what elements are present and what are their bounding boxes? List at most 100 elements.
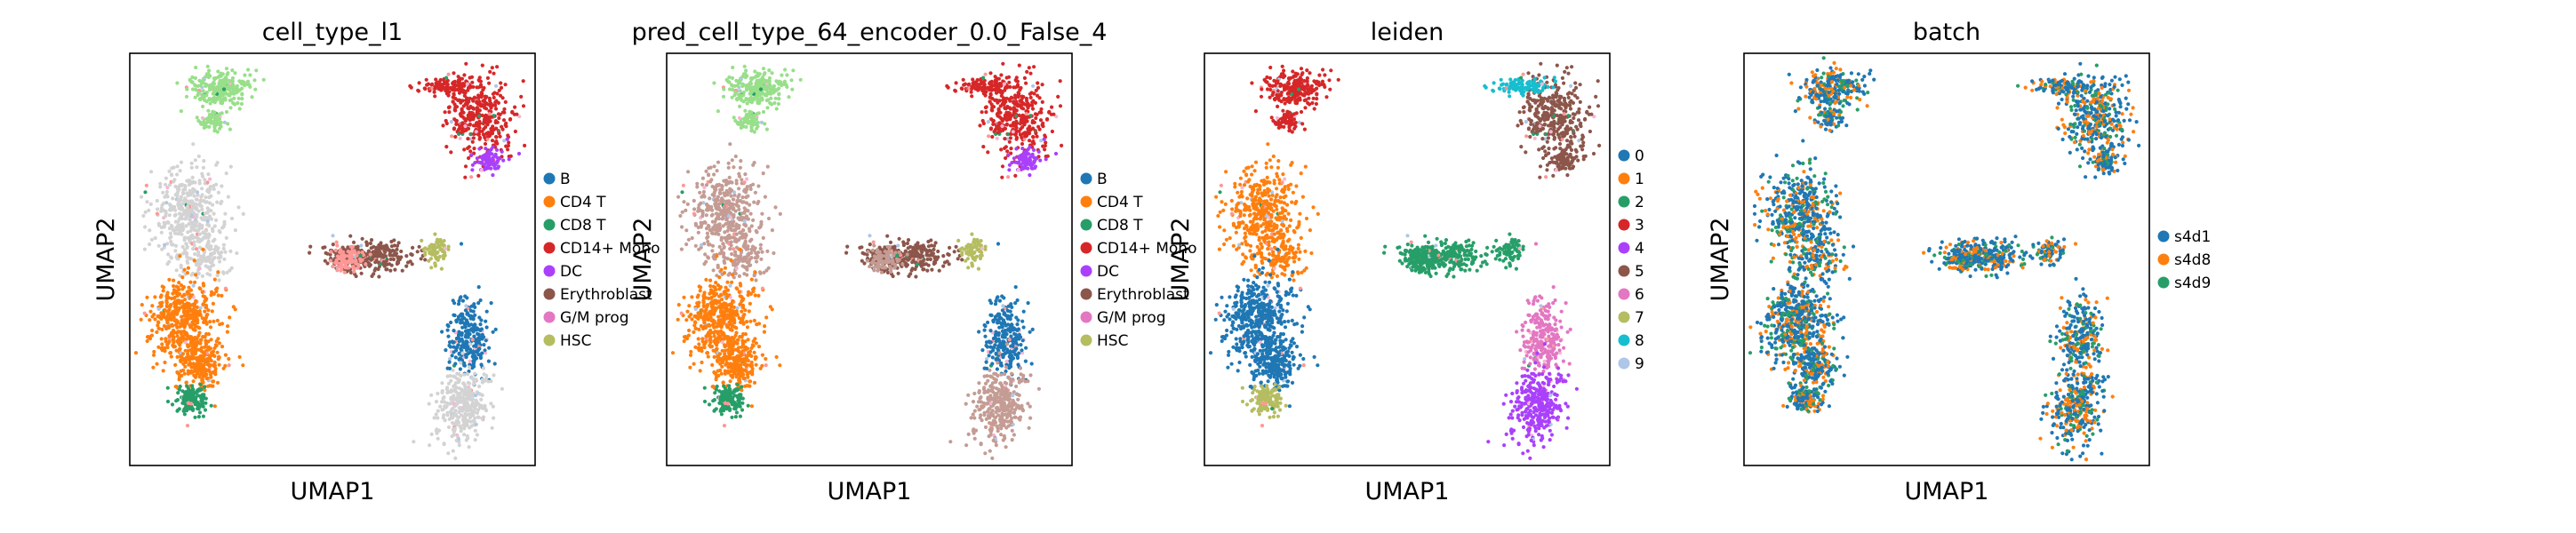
data-point xyxy=(739,253,743,258)
data-point xyxy=(188,347,194,352)
data-point xyxy=(192,194,196,198)
data-point xyxy=(465,394,469,398)
data-point xyxy=(496,164,501,169)
data-point xyxy=(358,253,363,258)
data-point xyxy=(177,202,181,206)
data-point xyxy=(746,86,750,91)
data-point xyxy=(491,404,495,409)
data-point xyxy=(188,398,193,402)
data-point xyxy=(471,106,476,110)
data-point xyxy=(150,314,155,319)
data-point xyxy=(715,224,719,228)
data-point xyxy=(682,338,686,344)
data-point xyxy=(427,402,431,406)
data-point xyxy=(464,386,468,390)
data-point xyxy=(411,245,415,250)
data-point xyxy=(180,352,186,356)
data-point xyxy=(226,122,230,126)
data-point xyxy=(436,82,441,86)
data-point xyxy=(188,323,193,328)
data-point xyxy=(712,81,716,85)
data-point xyxy=(233,102,237,107)
data-point xyxy=(182,303,187,307)
data-point xyxy=(215,274,220,278)
data-point xyxy=(463,329,468,333)
data-point xyxy=(348,234,353,238)
data-point xyxy=(220,322,225,326)
data-point xyxy=(687,328,692,333)
data-point xyxy=(488,69,492,74)
data-point xyxy=(179,160,184,164)
data-point xyxy=(457,98,461,102)
data-point xyxy=(495,65,500,69)
data-point xyxy=(188,280,193,284)
data-point xyxy=(738,247,742,251)
data-point xyxy=(169,354,173,359)
data-point xyxy=(708,283,713,289)
data-point xyxy=(206,308,211,313)
data-point xyxy=(172,338,176,342)
data-point xyxy=(210,263,214,267)
data-point xyxy=(700,211,705,216)
data-point xyxy=(451,99,455,104)
data-point xyxy=(699,201,703,205)
data-point xyxy=(201,396,205,401)
data-point xyxy=(500,96,505,100)
data-point xyxy=(221,87,227,91)
data-point xyxy=(224,109,229,115)
data-point xyxy=(470,80,475,84)
data-point xyxy=(338,248,343,252)
data-point xyxy=(785,73,789,77)
data-point xyxy=(764,98,769,103)
data-point xyxy=(156,345,161,349)
data-point xyxy=(715,306,719,310)
data-point xyxy=(728,142,732,147)
data-point xyxy=(196,193,200,197)
data-point xyxy=(471,418,476,424)
data-point xyxy=(173,219,178,224)
data-point xyxy=(164,176,168,180)
data-point xyxy=(431,247,436,251)
data-point xyxy=(463,398,468,402)
data-point xyxy=(163,360,167,365)
data-point xyxy=(460,333,464,338)
data-point xyxy=(727,175,732,179)
data-point xyxy=(250,95,254,99)
data-point xyxy=(153,317,157,322)
data-point xyxy=(200,171,204,176)
data-point xyxy=(197,330,202,335)
data-point xyxy=(181,337,186,341)
data-point xyxy=(164,318,169,322)
data-point xyxy=(222,222,227,227)
data-point xyxy=(498,93,503,98)
data-point xyxy=(158,181,163,186)
data-point xyxy=(196,258,201,262)
data-point xyxy=(185,204,189,209)
data-point xyxy=(760,363,764,368)
data-point xyxy=(190,175,195,179)
data-point xyxy=(757,226,762,230)
data-point xyxy=(189,273,194,277)
data-point xyxy=(442,395,446,400)
data-point xyxy=(215,119,220,123)
data-point xyxy=(372,244,376,249)
data-point xyxy=(471,353,476,357)
data-point xyxy=(686,170,691,174)
data-point xyxy=(751,339,756,344)
data-point xyxy=(733,250,738,254)
data-point xyxy=(755,259,759,264)
legend-marker xyxy=(543,195,556,208)
data-point xyxy=(459,361,463,365)
data-point xyxy=(212,319,216,323)
data-point xyxy=(704,203,709,207)
data-point xyxy=(190,87,196,91)
data-point xyxy=(745,267,749,272)
data-point xyxy=(209,384,214,388)
data-point xyxy=(212,211,216,216)
data-point xyxy=(452,313,457,318)
data-point xyxy=(463,164,468,169)
data-point xyxy=(220,345,225,349)
data-point xyxy=(248,84,252,89)
data-point xyxy=(163,315,167,320)
